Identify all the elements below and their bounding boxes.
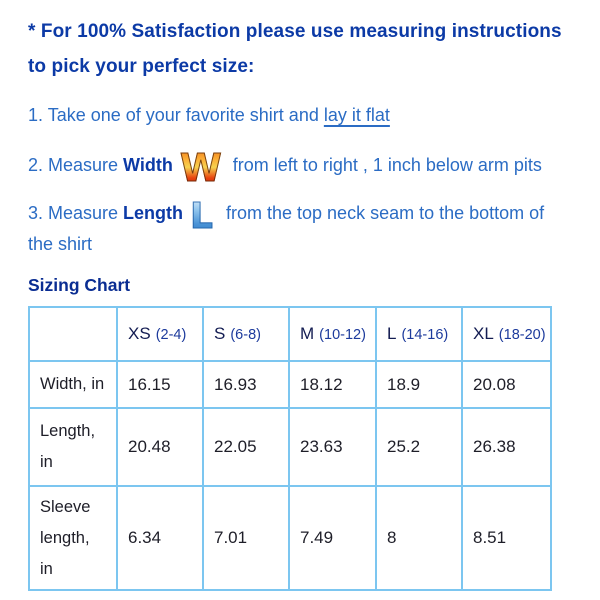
row-label-sleeve-length: Sleeve length, in	[28, 485, 118, 591]
step-3: 3. Measure Length L from the top neck sea…	[28, 195, 582, 260]
table-cell: 16.15	[116, 360, 204, 409]
width-keyword: Width	[123, 155, 173, 175]
table-row-sleeve-length: Sleeve length, in 6.34 7.01 7.49 8 8.51	[28, 485, 552, 591]
table-cell: 26.38	[461, 407, 552, 487]
length-letter-icon: L	[190, 195, 214, 237]
table-header-cell-m: M (10-12)	[288, 306, 377, 362]
table-cell: 8.51	[461, 485, 552, 591]
sizing-chart-title: Sizing Chart	[28, 275, 131, 295]
table-cell: 6.34	[116, 485, 204, 591]
table-cell: 20.48	[116, 407, 204, 487]
row-label-length: Length, in	[28, 407, 118, 487]
row-label-width: Width, in	[28, 360, 118, 409]
table-cell: 20.08	[461, 360, 552, 409]
table-cell: 7.01	[202, 485, 290, 591]
step-3-text: 3. Measure	[28, 203, 124, 223]
table-cell: 16.93	[202, 360, 290, 409]
lay-it-flat-underlined-text: lay it flat	[323, 105, 390, 125]
table-cell: 22.05	[202, 407, 290, 487]
sizing-chart-table: XS (2-4) S (6-8) M (10-12) L (14-16) XL (18-2…	[28, 306, 552, 591]
table-cell: 18.12	[288, 360, 377, 409]
step-1-text: 1. Take one of your favorite shirt and	[28, 105, 324, 125]
width-letter-icon: W	[179, 146, 222, 191]
table-cell: 25.2	[375, 407, 463, 487]
step-2-text: 2. Measure	[28, 155, 124, 175]
table-header-cell-l: L (14-16)	[375, 306, 463, 362]
step-2-text-after: from left to right , 1 inch below arm pi…	[227, 155, 542, 175]
table-cell: 23.63	[288, 407, 377, 487]
table-header-row: XS (2-4) S (6-8) M (10-12) L (14-16) XL (18-2…	[28, 306, 552, 362]
table-header-cell-empty	[28, 306, 118, 362]
step-2: 2. Measure Width W from left to right , 1…	[28, 148, 582, 189]
table-cell: 7.49	[288, 485, 377, 591]
table-row-width: Width, in 16.15 16.93 18.12 18.9 20.08	[28, 360, 552, 409]
length-keyword: Length	[123, 203, 184, 223]
table-header-cell-s: S (6-8)	[202, 306, 290, 362]
table-header-cell-xs: XS (2-4)	[116, 306, 204, 362]
table-cell: 18.9	[375, 360, 463, 409]
table-header-cell-xl: XL (18-20)	[461, 306, 552, 362]
satisfaction-heading: * For 100% Satisfaction please use measu…	[28, 21, 562, 77]
table-row-length: Length, in 20.48 22.05 23.63 25.2 26.38	[28, 407, 552, 487]
step-1: 1. Take one of your favorite shirt and l…	[28, 100, 582, 131]
step-3-text-after: from the top neck seam to the bottom of …	[28, 203, 545, 254]
table-cell: 8	[375, 485, 463, 591]
